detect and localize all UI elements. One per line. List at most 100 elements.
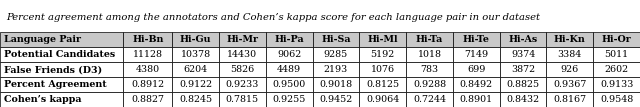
- Bar: [0, 92, 124, 107]
- Text: Language Pair: Language Pair: [4, 35, 81, 44]
- Bar: [0, 32, 124, 47]
- Text: Hi-Pa: Hi-Pa: [275, 35, 304, 44]
- Bar: [406, 92, 453, 107]
- Bar: [312, 47, 359, 62]
- Bar: [593, 92, 640, 107]
- Bar: [406, 47, 453, 62]
- Bar: [219, 62, 266, 77]
- Text: 926: 926: [561, 65, 579, 74]
- Text: 0.8912: 0.8912: [131, 80, 164, 89]
- Text: 0.9064: 0.9064: [366, 95, 399, 104]
- Text: 9062: 9062: [277, 50, 301, 59]
- Bar: [0, 47, 124, 62]
- Bar: [219, 77, 266, 92]
- Bar: [266, 92, 312, 107]
- Text: 0.7815: 0.7815: [226, 95, 259, 104]
- Text: 0.8901: 0.8901: [460, 95, 493, 104]
- Text: 0.7244: 0.7244: [413, 95, 446, 104]
- Text: 0.8432: 0.8432: [506, 95, 540, 104]
- Bar: [593, 32, 640, 47]
- Text: 0.8827: 0.8827: [131, 95, 164, 104]
- Text: Hi-Mr: Hi-Mr: [227, 35, 259, 44]
- Text: 0.9548: 0.9548: [600, 95, 633, 104]
- Bar: [172, 77, 219, 92]
- Bar: [500, 32, 547, 47]
- Text: 0.9018: 0.9018: [319, 80, 353, 89]
- Bar: [312, 92, 359, 107]
- Bar: [406, 32, 453, 47]
- Text: 0.9288: 0.9288: [413, 80, 446, 89]
- Text: 0.9500: 0.9500: [273, 80, 306, 89]
- Bar: [406, 77, 453, 92]
- Text: False Friends (D3): False Friends (D3): [4, 65, 102, 74]
- Bar: [547, 47, 593, 62]
- Text: Hi-Sa: Hi-Sa: [321, 35, 351, 44]
- Text: Cohen’s kappa: Cohen’s kappa: [4, 95, 81, 104]
- Text: 6204: 6204: [184, 65, 207, 74]
- Text: 0.9133: 0.9133: [600, 80, 634, 89]
- Text: 5011: 5011: [605, 50, 628, 59]
- Bar: [453, 47, 500, 62]
- Text: 9374: 9374: [511, 50, 535, 59]
- Bar: [124, 92, 172, 107]
- Text: 11128: 11128: [133, 50, 163, 59]
- Text: 14430: 14430: [227, 50, 257, 59]
- Text: 4489: 4489: [277, 65, 301, 74]
- Bar: [219, 32, 266, 47]
- Text: 1076: 1076: [371, 65, 395, 74]
- Text: 0.9233: 0.9233: [226, 80, 259, 89]
- Text: 1018: 1018: [417, 50, 442, 59]
- Bar: [124, 77, 172, 92]
- Bar: [406, 62, 453, 77]
- Bar: [266, 47, 312, 62]
- Text: Percent Agreement: Percent Agreement: [4, 80, 107, 89]
- Bar: [172, 92, 219, 107]
- Text: 0.9452: 0.9452: [319, 95, 353, 104]
- Text: Hi-Ml: Hi-Ml: [367, 35, 398, 44]
- Text: Hi-Bn: Hi-Bn: [132, 35, 163, 44]
- Bar: [500, 77, 547, 92]
- Bar: [500, 62, 547, 77]
- Bar: [359, 32, 406, 47]
- Bar: [453, 92, 500, 107]
- Bar: [453, 32, 500, 47]
- Text: 0.8825: 0.8825: [506, 80, 540, 89]
- Bar: [172, 47, 219, 62]
- Bar: [547, 32, 593, 47]
- Bar: [359, 92, 406, 107]
- Text: Potential Candidates: Potential Candidates: [4, 50, 115, 59]
- Text: 5826: 5826: [230, 65, 255, 74]
- Text: Hi-As: Hi-As: [508, 35, 538, 44]
- Bar: [547, 62, 593, 77]
- Bar: [219, 92, 266, 107]
- Text: 0.8492: 0.8492: [460, 80, 493, 89]
- Text: 699: 699: [467, 65, 486, 74]
- Bar: [266, 77, 312, 92]
- Bar: [312, 77, 359, 92]
- Bar: [593, 62, 640, 77]
- Text: 0.8167: 0.8167: [553, 95, 586, 104]
- Bar: [266, 32, 312, 47]
- Text: Hi-Gu: Hi-Gu: [180, 35, 211, 44]
- Text: 9285: 9285: [324, 50, 348, 59]
- Text: 2193: 2193: [324, 65, 348, 74]
- Bar: [547, 92, 593, 107]
- Bar: [359, 47, 406, 62]
- Bar: [124, 32, 172, 47]
- Bar: [266, 62, 312, 77]
- Text: Percent agreement among the annotators and Cohen’s kappa score for each language: Percent agreement among the annotators a…: [6, 13, 540, 22]
- Bar: [500, 92, 547, 107]
- Bar: [359, 62, 406, 77]
- Text: 7149: 7149: [464, 50, 488, 59]
- Bar: [593, 77, 640, 92]
- Bar: [547, 77, 593, 92]
- Bar: [593, 47, 640, 62]
- Bar: [219, 47, 266, 62]
- Bar: [500, 47, 547, 62]
- Bar: [359, 77, 406, 92]
- Bar: [172, 32, 219, 47]
- Text: 0.9122: 0.9122: [179, 80, 212, 89]
- Text: Hi-Or: Hi-Or: [602, 35, 632, 44]
- Bar: [453, 62, 500, 77]
- Bar: [453, 77, 500, 92]
